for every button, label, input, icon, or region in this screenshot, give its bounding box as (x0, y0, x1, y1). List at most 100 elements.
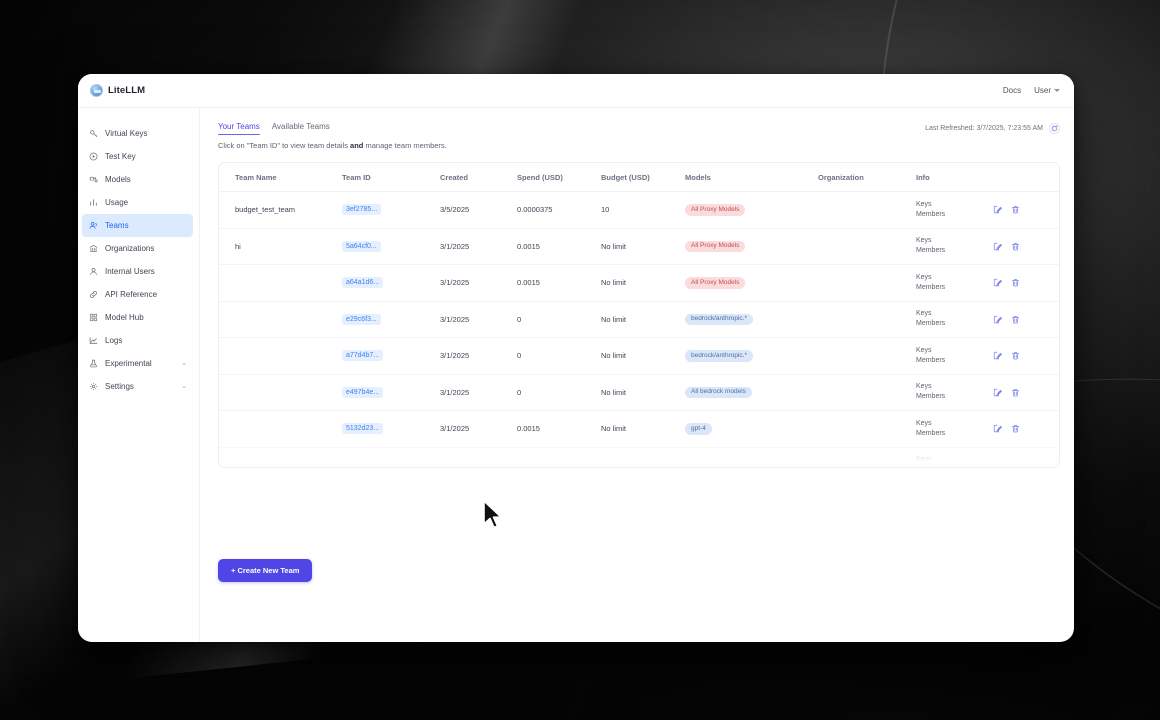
members-link[interactable]: Members (916, 356, 946, 364)
members-link[interactable]: Members (916, 320, 946, 328)
edit-icon[interactable] (993, 461, 1002, 467)
team-id-link[interactable]: e29c6f3... (342, 313, 381, 325)
cell-info: Keys Members (912, 301, 989, 338)
chevron-down-icon[interactable]: ⌄ (181, 360, 187, 367)
cell-team-name (219, 374, 338, 411)
teams-tabs: Your Teams Available Teams (218, 122, 330, 135)
play-circle-icon (88, 152, 98, 162)
members-link[interactable]: Members (916, 429, 946, 437)
edit-icon[interactable] (993, 315, 1002, 324)
cell-actions (989, 191, 1059, 229)
refresh-group: Last Refreshed: 3/7/2025, 7:23:55 AM (925, 122, 1060, 134)
cell-created: 3/1/2025 (436, 228, 513, 265)
members-link[interactable]: Members (916, 210, 946, 218)
cell-team-id: 2bb3f2b... (338, 447, 436, 467)
cell-budget: 10 (597, 191, 681, 229)
sidebar-item-api-reference[interactable]: API Reference (82, 283, 193, 306)
cell-budget: No limit (597, 447, 681, 467)
trash-icon[interactable] (1011, 424, 1020, 433)
cell-team-name: budget_test_team (219, 191, 338, 229)
model-badge: All Proxy Models (685, 204, 746, 216)
keys-link[interactable]: Keys (916, 273, 932, 281)
cell-organization (814, 374, 912, 411)
sidebar-item-models[interactable]: Models (82, 168, 193, 191)
user-menu[interactable]: User (1034, 86, 1060, 95)
trash-icon[interactable] (1011, 242, 1020, 251)
create-new-team-button[interactable]: + Create New Team (218, 559, 313, 582)
cell-organization (814, 191, 912, 229)
model-badge: All Proxy Models (685, 240, 746, 253)
cell-organization (814, 301, 912, 338)
refresh-button[interactable] (1049, 123, 1060, 134)
keys-link[interactable]: Keys (916, 346, 932, 354)
cell-organization (814, 228, 912, 265)
link-icon (88, 290, 98, 300)
brand-name: LiteLLM (108, 85, 146, 96)
team-id-link[interactable]: 2bb3f2b... (342, 459, 382, 467)
docs-link[interactable]: Docs (1002, 86, 1022, 95)
edit-icon[interactable] (993, 388, 1002, 397)
sidebar-item-virtual-keys[interactable]: Virtual Keys (82, 122, 193, 145)
tab-your-teams[interactable]: Your Teams (218, 122, 260, 135)
sidebar-item-experimental[interactable]: Experimental ⌄ (82, 352, 193, 375)
tab-available-teams[interactable]: Available Teams (271, 122, 330, 131)
trash-icon[interactable] (1011, 278, 1020, 287)
edit-icon[interactable] (993, 351, 1002, 360)
user-menu-label: User (1034, 86, 1051, 95)
edit-icon[interactable] (993, 424, 1002, 433)
trash-icon[interactable] (1011, 351, 1020, 360)
sidebar-item-test-key[interactable]: Test Key (82, 145, 193, 168)
table-row: hi 5a64cf0... 3/1/2025 0.0015 No limit All Pr… (219, 228, 1059, 265)
team-id-link[interactable]: 5a64cf0... (342, 240, 381, 252)
column-header-created: Created (436, 163, 513, 192)
trash-icon[interactable] (1011, 388, 1020, 397)
gear-icon (88, 382, 98, 392)
edit-icon[interactable] (993, 242, 1002, 251)
members-link[interactable]: Members (916, 465, 985, 467)
keys-link[interactable]: Keys (916, 200, 932, 208)
sidebar-item-label: Internal Users (105, 267, 155, 276)
cell-team-name (219, 337, 338, 375)
row-actions (993, 351, 1055, 360)
sidebar-item-teams[interactable]: Teams (82, 214, 193, 237)
keys-link[interactable]: Keys (916, 383, 932, 391)
keys-link[interactable]: Keys (916, 456, 932, 464)
sidebar-item-settings[interactable]: Settings ⌄ (82, 375, 193, 398)
keys-link[interactable]: Keys (916, 310, 932, 318)
sidebar-item-internal-users[interactable]: Internal Users (82, 260, 193, 283)
cell-team-id: e29c6f3... (338, 301, 436, 338)
sidebar-item-logs[interactable]: Logs (82, 329, 193, 352)
edit-icon[interactable] (993, 278, 1002, 287)
team-id-link[interactable]: 5132d23... (342, 423, 384, 435)
column-header-info: Info (912, 163, 989, 192)
teams-table-card: Team Name Team ID Created Spend (USD) Budget… (218, 162, 1060, 468)
members-link[interactable]: Members (916, 247, 946, 255)
hint-prefix: Click on "Team ID" to view team details (218, 141, 351, 150)
cell-models: bedrock/anthropic.* (681, 337, 814, 375)
sidebar: Virtual Keys Test Key Models Usage Teams Orga… (78, 108, 200, 642)
keys-link[interactable]: Keys (916, 419, 932, 427)
cell-spend: 0.0015 (513, 410, 597, 448)
info-links: Keys Members (916, 419, 985, 439)
sidebar-item-usage[interactable]: Usage (82, 191, 193, 214)
row-actions (993, 315, 1055, 324)
cell-models: All Proxy Models (681, 264, 814, 302)
cell-actions (989, 374, 1059, 411)
sidebar-item-model-hub[interactable]: Model Hub (82, 306, 193, 329)
chevron-down-icon[interactable]: ⌄ (181, 383, 187, 390)
keys-link[interactable]: Keys (916, 237, 932, 245)
team-id-link[interactable]: e497b4e... (342, 386, 384, 398)
team-id-link[interactable]: 3ef2785... (342, 204, 382, 216)
trash-icon[interactable] (1011, 205, 1020, 214)
members-link[interactable]: Members (916, 393, 946, 401)
cell-team-id: 5a64cf0... (338, 228, 436, 265)
team-id-link[interactable]: a64a1d6... (342, 277, 384, 289)
sidebar-item-organizations[interactable]: Organizations (82, 237, 193, 260)
team-id-link[interactable]: a77d4b7... (342, 350, 384, 362)
trash-icon[interactable] (1011, 315, 1020, 324)
cell-spend: 0 (513, 337, 597, 375)
edit-icon[interactable] (993, 205, 1002, 214)
members-link[interactable]: Members (916, 283, 946, 291)
trash-icon[interactable] (1011, 461, 1020, 467)
